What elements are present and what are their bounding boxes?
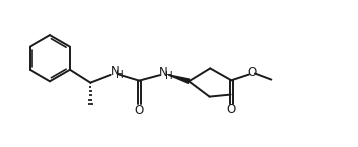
Polygon shape: [168, 75, 190, 83]
Text: N: N: [110, 65, 119, 78]
Text: H: H: [165, 71, 173, 81]
Text: O: O: [135, 104, 144, 117]
Text: N: N: [159, 66, 168, 79]
Text: O: O: [227, 103, 236, 116]
Text: H: H: [116, 70, 124, 80]
Text: O: O: [247, 66, 256, 79]
